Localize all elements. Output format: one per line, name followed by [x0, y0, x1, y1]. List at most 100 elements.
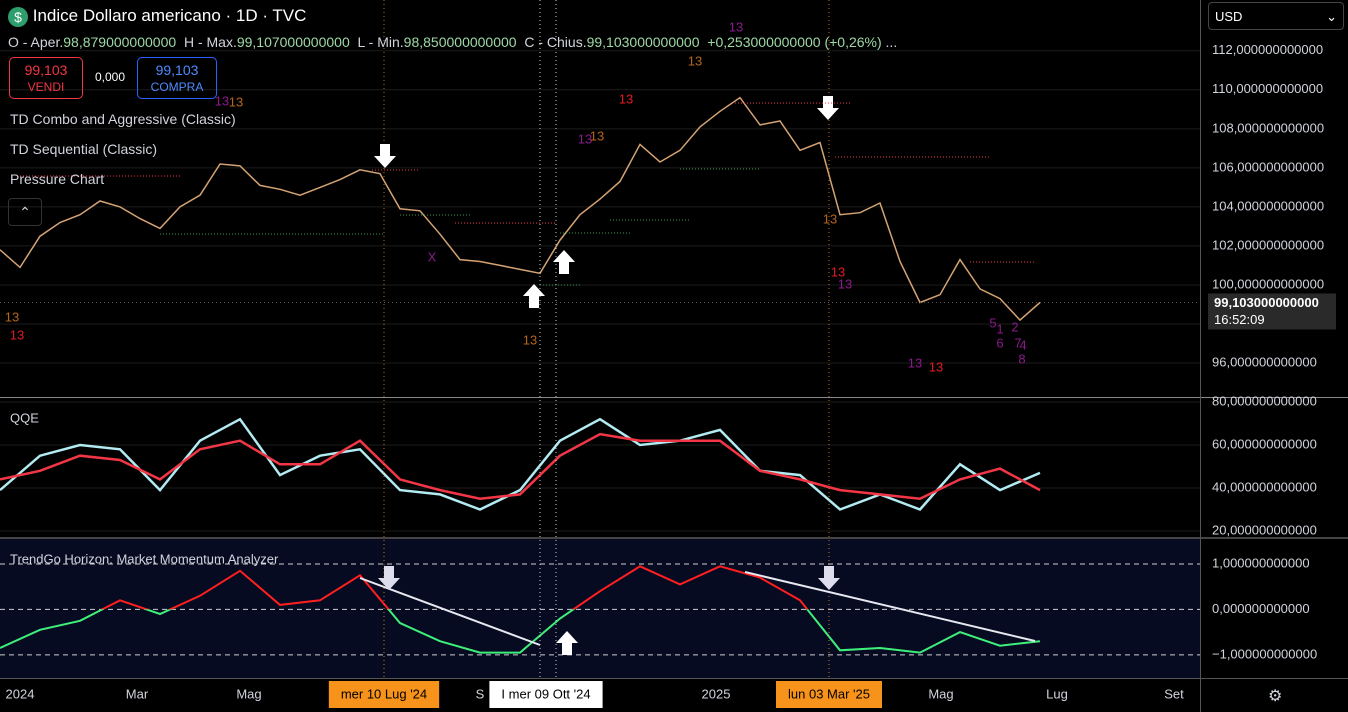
x-tick-label: mer 10 Lug '24: [341, 686, 427, 701]
y-tick-label: 104,000000000000: [1212, 198, 1324, 213]
signal-label: 13: [729, 19, 743, 34]
label: COMPRA: [150, 80, 204, 94]
y-tick-label: 106,000000000000: [1212, 159, 1324, 174]
signal-label: 13: [838, 276, 852, 291]
signal-label: 6: [996, 335, 1003, 350]
currency-select[interactable]: USD ⌄: [1208, 2, 1344, 30]
buy-arrow: [553, 250, 575, 274]
signal-label: 13: [688, 53, 702, 68]
x-tick-label: I mer 09 Ott '24: [501, 686, 590, 701]
y-tick-label: 40,000000000000: [1212, 479, 1317, 494]
buy-arrow: [556, 631, 578, 655]
y-tick-label: 102,000000000000: [1212, 237, 1324, 252]
ohlc: O - Aper.98,879000000000 H - Max.99,1070…: [8, 34, 897, 50]
spread: 0,000: [95, 70, 126, 84]
signal-label: 13: [823, 211, 837, 226]
x-tick-highlight: [489, 681, 603, 708]
price-line: [0, 96, 1041, 322]
settings-icon[interactable]: ⚙: [1268, 688, 1283, 705]
y-tick-label: 110,000000000000: [1212, 81, 1323, 96]
signal-label: 7: [1014, 335, 1021, 350]
value: 99,103000000000: [586, 34, 700, 50]
trend-line: [744, 571, 1036, 642]
label: VENDI: [27, 80, 65, 94]
price-tag: [1208, 293, 1336, 330]
signal-label: 13: [215, 93, 229, 108]
sell-button[interactable]: 99,103 VENDI: [9, 57, 83, 99]
price: 99,103: [155, 62, 199, 78]
signal-label: 8: [1018, 351, 1025, 366]
title: Indice Dollaro americano · 1D · TVC: [32, 6, 307, 25]
label: H - Max.: [183, 34, 237, 50]
momentum-line: [100, 565, 809, 610]
y-tick-label: 20,000000000000: [1212, 522, 1317, 537]
y-tick-label: 96,000000000000: [1212, 354, 1317, 369]
currency: USD: [1215, 9, 1243, 24]
y-tick-label: 60,000000000000: [1212, 436, 1317, 451]
y-tick-label: −1,000000000000: [1212, 646, 1317, 661]
y-tick-label: 80,000000000000: [1212, 393, 1317, 408]
x-tick-label: 2024: [6, 686, 35, 701]
signal-label: 13: [831, 264, 845, 279]
signal-label: 13: [929, 359, 943, 374]
signal-label: 5: [989, 315, 996, 330]
x-tick-highlight: [328, 681, 440, 708]
y-tick-label: 108,000000000000: [1212, 120, 1324, 135]
label: L - Min.: [357, 34, 404, 50]
more[interactable]: ...: [885, 34, 898, 50]
x-tick-label: S: [476, 686, 485, 701]
signal-label: 13: [619, 91, 633, 106]
signal-label: 2: [1011, 319, 1018, 334]
panel-title: TrendGo Horizon: Market Momentum Analyze…: [10, 551, 279, 566]
sell-arrow: [818, 566, 840, 590]
signal-label: 13: [10, 327, 24, 342]
qqe-line: [0, 417, 1041, 511]
y-tick-label: 0,000000000000: [1212, 601, 1310, 616]
x-tick-label: Mag: [236, 686, 261, 701]
indicator[interactable]: TD Sequential (Classic): [10, 141, 158, 157]
x-tick-highlight: [776, 681, 882, 708]
y-tick-label: 100,000000000000: [1212, 276, 1324, 291]
price: 99,103: [24, 62, 68, 78]
signal-label: 13: [523, 332, 537, 347]
momentum-line: [0, 609, 1041, 654]
x-tick-label: lun 03 Mar '25: [788, 686, 870, 701]
sell-arrow: [374, 144, 396, 168]
buy-button[interactable]: 99,103 COMPRA: [137, 57, 217, 99]
indicator[interactable]: TD Combo and Aggressive (Classic): [10, 111, 236, 127]
value: 99,107000000000: [236, 34, 350, 50]
value: 98,850000000000: [403, 34, 517, 50]
label: O - Aper.: [8, 34, 64, 50]
trend-line: [359, 577, 541, 646]
change: +0,253000000000 (+0,26%): [707, 34, 882, 50]
collapse-button[interactable]: ⌃: [8, 198, 42, 226]
symbol-title[interactable]: $ Indice Dollaro americano · 1D · TVC: [8, 6, 306, 27]
sell-arrow: [378, 566, 400, 590]
currency-icon: $: [8, 6, 28, 27]
signal-label: 4: [1019, 337, 1026, 352]
signal-label: 13: [229, 94, 243, 109]
qqe-line: [0, 432, 1041, 500]
y-tick-label: 1,000000000000: [1212, 555, 1310, 570]
price-tag-value: 99,103000000000: [1214, 295, 1319, 310]
label: C - Chius.: [524, 34, 587, 50]
price-tag-countdown: 16:52:09: [1214, 312, 1265, 327]
x-tick-label: 2025: [702, 686, 731, 701]
panel-title: QQE: [10, 410, 39, 425]
signal-label: 1: [996, 321, 1003, 336]
value: 98,879000000000: [63, 34, 177, 50]
y-tick-label: 112,000000000000: [1212, 42, 1323, 57]
signal-label: X: [428, 249, 437, 264]
x-tick-label: Lug: [1046, 686, 1068, 701]
signal-label: 13: [590, 128, 604, 143]
sell-arrow: [817, 96, 839, 120]
signal-label: 13: [5, 309, 19, 324]
x-tick-label: Mag: [928, 686, 953, 701]
indicator[interactable]: Pressure Chart: [10, 171, 105, 187]
signal-label: 13: [578, 131, 592, 146]
x-tick-label: Set: [1164, 686, 1184, 701]
buy-arrow: [523, 284, 545, 308]
signal-label: 13: [908, 355, 922, 370]
